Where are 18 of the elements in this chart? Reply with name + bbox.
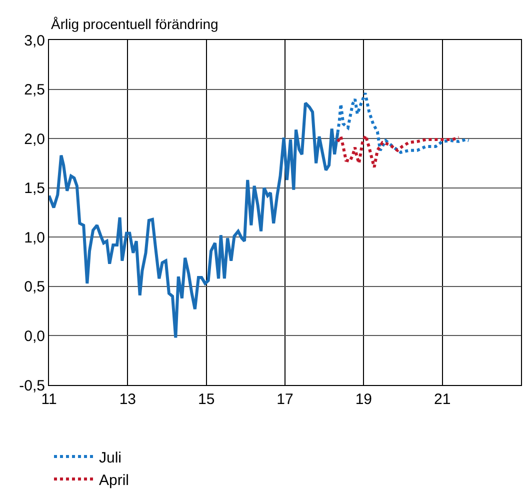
- line-series: [336, 92, 470, 154]
- x-tick-label: 19: [355, 391, 372, 408]
- y-tick-label: 1,0: [24, 229, 45, 246]
- x-tick-label: 21: [434, 391, 451, 408]
- x-tick-label: 17: [276, 391, 294, 408]
- y-tick-label: 0,0: [24, 328, 45, 345]
- y-tick-label: 2,5: [24, 82, 45, 99]
- y-tick-label: 0,5: [24, 278, 45, 296]
- legend-label: Juli: [99, 449, 122, 466]
- x-tick-label: 13: [119, 391, 136, 408]
- chart-subtitle: Årlig procentuell förändring: [51, 16, 218, 32]
- line-series: [336, 134, 460, 169]
- y-tick-label: 1,5: [24, 180, 45, 198]
- line-series: [49, 102, 340, 340]
- legend-label: April: [99, 472, 130, 489]
- y-tick-label: 2,0: [24, 130, 45, 148]
- y-tick-label: 3,0: [24, 32, 45, 50]
- x-tick-label: 15: [198, 391, 215, 408]
